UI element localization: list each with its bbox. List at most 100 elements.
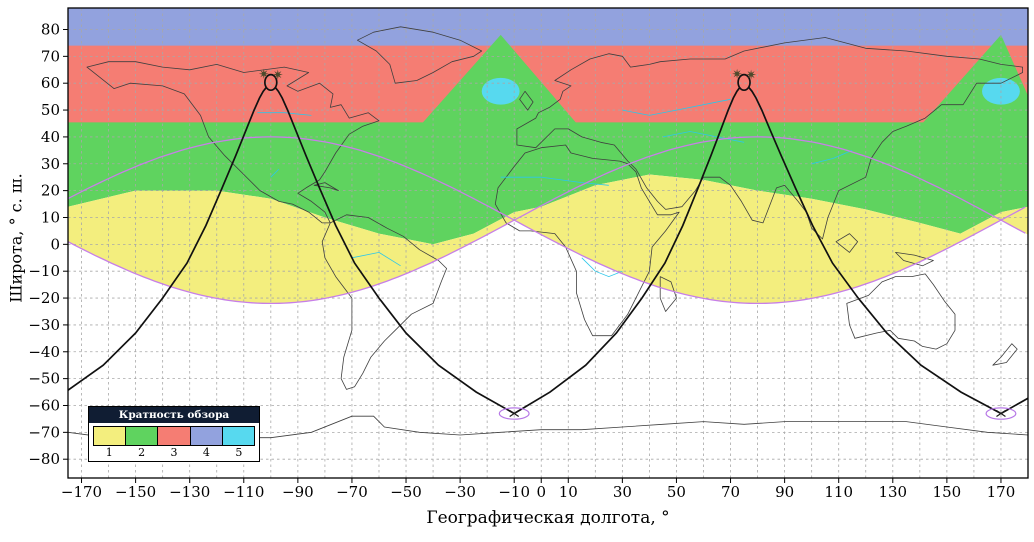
coastline xyxy=(321,214,447,390)
x-tick-label: 10 xyxy=(559,483,578,501)
x-tick-label: −30 xyxy=(444,483,476,501)
country-border xyxy=(662,131,745,143)
coastline xyxy=(659,276,677,312)
satellite-icon xyxy=(258,68,269,79)
x-tick-label: 50 xyxy=(667,483,686,501)
coastline xyxy=(992,343,1018,366)
y-tick-label: −30 xyxy=(28,316,60,334)
ground-track-branch xyxy=(747,86,1002,415)
satellite-icon xyxy=(732,68,743,79)
legend-swatch xyxy=(126,427,159,445)
y-tick-label: 20 xyxy=(41,182,60,200)
x-tick-label: 150 xyxy=(933,483,962,501)
ground-track-branch xyxy=(274,86,515,415)
coastline xyxy=(846,273,956,350)
coastline xyxy=(519,90,534,111)
perigee-cross-icon xyxy=(509,410,520,418)
coastline xyxy=(835,233,858,253)
x-tick-label: −50 xyxy=(390,483,422,501)
satellite-icon xyxy=(746,69,757,80)
ground-tracks xyxy=(68,73,1028,415)
country-border xyxy=(811,149,853,165)
y-tick-label: −40 xyxy=(28,343,60,361)
x-tick-label: −130 xyxy=(169,483,210,501)
x-tick-label: −10 xyxy=(498,483,530,501)
coastline xyxy=(357,26,483,84)
y-tick-label: 40 xyxy=(41,128,60,146)
envelope-curve xyxy=(68,136,1026,305)
x-tick-label: 170 xyxy=(987,483,1016,501)
x-tick-label: 70 xyxy=(721,483,740,501)
legend-swatches xyxy=(93,426,255,446)
country-border xyxy=(270,168,280,178)
grid xyxy=(68,8,1028,478)
coastline xyxy=(895,252,934,267)
y-tick-label: 50 xyxy=(41,101,60,119)
y-tick-label: 70 xyxy=(41,47,60,65)
ground-track-apex-loop xyxy=(737,73,751,92)
y-tick-label: −60 xyxy=(28,396,60,414)
x-axis-title: Географическая долгота, ° xyxy=(426,508,670,528)
x-tick-label: −170 xyxy=(61,483,102,501)
country-border xyxy=(581,257,623,278)
x-tick-label: 90 xyxy=(775,483,794,501)
y-axis-ticks: 80 70 60 50 40 30 20 10 0 −10 −20 −30 −40 −50 −60 −70 −8… xyxy=(28,20,68,468)
y-tick-label: 30 xyxy=(41,155,60,173)
ground-track-apex-loop xyxy=(264,73,278,92)
x-tick-label: −110 xyxy=(223,483,264,501)
legend-title: Кратность обзора xyxy=(89,407,259,423)
zone-multiplicity-3 xyxy=(68,45,1028,127)
y-tick-label: 0 xyxy=(50,235,60,253)
y-tick-label: −70 xyxy=(28,423,60,441)
x-tick-label: 30 xyxy=(613,483,632,501)
legend-swatch-label: 3 xyxy=(170,446,178,459)
envelope-curve xyxy=(68,136,1026,305)
legend-swatch xyxy=(222,427,255,445)
coastline xyxy=(313,182,339,191)
satellite-icon xyxy=(272,69,283,80)
country-border xyxy=(622,98,731,116)
y-tick-label: −80 xyxy=(28,450,60,468)
x-tick-label: −90 xyxy=(282,483,314,501)
perigee-cross-icon xyxy=(996,410,1006,418)
y-tick-label: 80 xyxy=(41,20,60,38)
zone-multiplicity-2 xyxy=(68,122,1028,245)
x-tick-label: −70 xyxy=(336,483,368,501)
world-map xyxy=(68,26,1028,441)
country-border xyxy=(500,176,609,186)
y-tick-label: −20 xyxy=(28,289,60,307)
coverage-zones xyxy=(68,8,1028,304)
y-tick-label: −50 xyxy=(28,370,60,388)
y-tick-label: −10 xyxy=(28,262,60,280)
legend: Кратность обзора 1 2 3 4 5 xyxy=(88,406,260,462)
coastline xyxy=(86,61,380,224)
y-tick-label: 60 xyxy=(41,74,60,92)
legend-swatch-label: 5 xyxy=(235,446,243,459)
x-tick-label: −150 xyxy=(115,483,156,501)
country-border xyxy=(351,251,401,267)
coastline xyxy=(494,144,680,337)
legend-swatch xyxy=(190,427,223,445)
x-axis-ticks: −170 −150 −130 −110 −90 −70 −50 −30 −10 0 10 30 50 70… xyxy=(61,478,1015,501)
x-tick-label: 130 xyxy=(878,483,907,501)
zone-multiplicity-5 xyxy=(481,77,520,105)
perigee-markers xyxy=(498,407,1017,420)
perigee-ellipse xyxy=(985,407,1017,420)
legend-swatch xyxy=(158,427,191,445)
y-axis-title: Широта, ° с. ш. xyxy=(6,173,26,303)
coastline xyxy=(516,37,1023,240)
country-border xyxy=(257,112,312,116)
legend-swatch xyxy=(94,427,127,445)
legend-swatch-label: 2 xyxy=(138,446,146,459)
envelope-curves xyxy=(68,136,1026,305)
x-tick-label: 0 xyxy=(536,483,546,501)
zone-multiplicity-4 xyxy=(68,8,1028,47)
perigee-ellipse xyxy=(498,407,530,420)
legend-swatch-label: 4 xyxy=(202,446,210,459)
plot-frame xyxy=(67,7,1029,479)
ground-track-branch xyxy=(513,86,741,415)
legend-labels: 1 2 3 4 5 xyxy=(93,446,255,459)
